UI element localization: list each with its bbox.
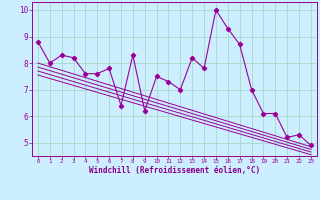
X-axis label: Windchill (Refroidissement éolien,°C): Windchill (Refroidissement éolien,°C) <box>89 166 260 175</box>
